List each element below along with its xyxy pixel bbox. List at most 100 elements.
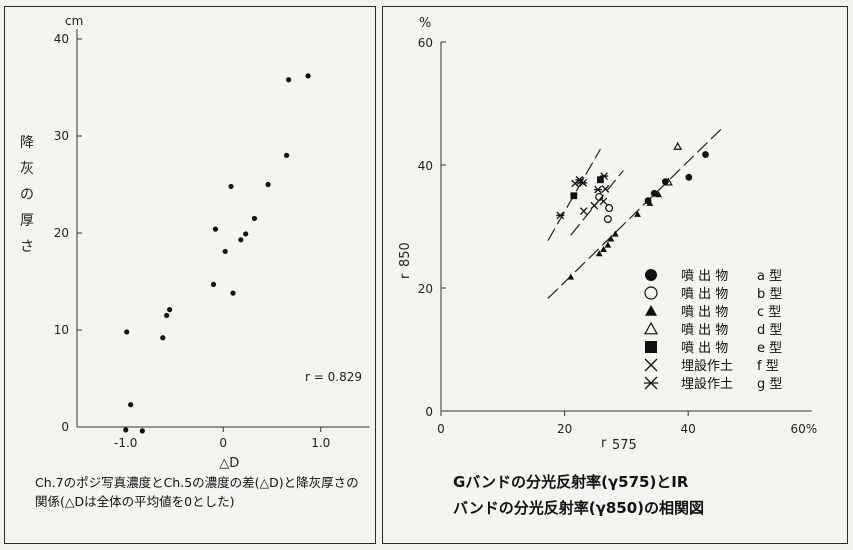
data-point <box>139 428 145 434</box>
y-unit-label: % <box>419 16 431 31</box>
legend-type: f 型 <box>757 359 779 374</box>
y-axis-label-char: 灰 <box>20 161 34 177</box>
legend-marker-filled-circle <box>645 269 657 281</box>
legend-label: 噴 出 物 <box>681 323 728 338</box>
correlation-annotation: r = 0.829 <box>305 370 362 384</box>
y-tick-label: 40 <box>54 32 69 46</box>
x-axis-label-sub: 575 <box>612 438 637 453</box>
y-axis-label-char: 厚 <box>20 213 34 229</box>
data-point-filled-triangle <box>600 245 607 252</box>
data-point-cross <box>599 197 608 206</box>
data-point-filled-triangle <box>634 210 641 217</box>
data-point-filled-square <box>597 176 604 184</box>
x-tick-label: 1.0 <box>311 436 330 450</box>
legend-type: e 型 <box>757 341 782 356</box>
data-point <box>284 152 290 158</box>
y-tick-label: 0 <box>61 420 69 434</box>
data-point-filled-triangle <box>655 191 662 198</box>
data-point-cross <box>590 201 599 210</box>
data-point-asterisk <box>593 185 603 194</box>
y-axis-label-sub: 850 <box>398 242 413 267</box>
data-point-asterisk <box>579 178 588 187</box>
legend-label: 噴 出 物 <box>681 269 728 284</box>
legend-marker-open-circle <box>644 286 658 300</box>
data-point-open-triangle <box>673 141 683 150</box>
right-caption-line1: Gバンドの分光反射率(γ575)とIR <box>453 473 689 491</box>
data-point-open-circle <box>595 192 604 201</box>
legend-marker-open-triangle <box>643 321 659 335</box>
trend-line <box>547 125 725 299</box>
left-chart-panel: 0 10 20 30 40 -1.0 0 1.0 cm △D 降灰の厚さ r = 0.829 Ch.7… <box>4 6 376 544</box>
data-point <box>124 329 130 335</box>
legend-marker-filled-triangle <box>645 305 657 316</box>
data-point <box>164 312 170 319</box>
data-point-asterisk <box>600 172 609 180</box>
data-point <box>128 402 134 408</box>
y-tick-label: 10 <box>54 323 69 337</box>
data-point-filled-triangle <box>646 199 654 206</box>
data-point <box>305 73 311 79</box>
data-point <box>222 248 228 255</box>
x-axis-label: r <box>601 436 607 451</box>
data-point-asterisk <box>556 211 565 220</box>
y-axis-label-char: 降 <box>20 135 34 151</box>
legend-type: c 型 <box>757 305 781 320</box>
data-point-filled-circle <box>650 189 658 197</box>
data-point-filled-circle <box>685 173 693 181</box>
data-point <box>285 77 292 83</box>
legend-type: a 型 <box>757 269 782 284</box>
data-point <box>210 281 217 288</box>
x-unit-label: 60% <box>790 422 817 436</box>
data-point <box>160 335 166 341</box>
data-point-open-circle <box>603 215 612 224</box>
x-tick-label: 0 <box>437 422 445 436</box>
y-axis-label: r <box>398 273 413 279</box>
x-tick-label: -1.0 <box>114 436 137 450</box>
legend-label: 噴 出 物 <box>681 305 728 320</box>
data-point-open-circle <box>605 204 614 213</box>
data-point <box>230 290 236 296</box>
data-point <box>243 231 249 237</box>
y-axis-label-char: さ <box>20 239 34 255</box>
x-axis-label: △D <box>219 456 239 471</box>
trend-line <box>547 148 601 241</box>
data-point-filled-circle <box>661 178 669 186</box>
legend-marker-filled-square <box>645 341 657 353</box>
legend-type: b 型 <box>757 287 782 302</box>
legend-label: 埋設作土 <box>681 358 733 374</box>
legend-marker-cross <box>644 358 658 372</box>
legend-label: 埋設作土 <box>681 376 733 392</box>
data-point-filled-triangle <box>611 230 619 237</box>
x-tick-label: 20 <box>557 422 572 436</box>
x-tick-label: 40 <box>681 422 696 436</box>
y-tick-label: 30 <box>54 129 69 143</box>
right-caption-line2: バンドの分光反射率(γ850)の相関図 <box>453 499 704 517</box>
data-point <box>228 183 234 190</box>
y-tick-label: 20 <box>54 226 69 240</box>
data-point-open-triangle <box>664 177 673 186</box>
y-tick-label: 20 <box>418 282 433 296</box>
x-tick-label: 0 <box>219 436 227 450</box>
legend-marker-asterisk <box>643 376 659 390</box>
y-axis-label-char: の <box>20 187 34 203</box>
data-point <box>265 181 271 188</box>
legend-label: 噴 出 物 <box>681 341 728 356</box>
data-point <box>123 427 129 433</box>
legend-type: g 型 <box>757 377 782 392</box>
data-point-filled-triangle <box>607 235 615 242</box>
data-point-filled-circle <box>702 151 709 158</box>
legend-label: 噴 出 物 <box>681 287 728 302</box>
data-point-cross <box>601 185 610 193</box>
data-point <box>238 237 244 243</box>
data-point-filled-triangle <box>567 273 575 280</box>
y-tick-label: 60 <box>418 36 433 50</box>
data-point-filled-square <box>570 192 578 200</box>
data-point <box>167 307 173 313</box>
data-point <box>212 226 219 232</box>
data-point <box>251 215 258 222</box>
legend-type: d 型 <box>757 323 782 338</box>
data-point-filled-triangle <box>604 241 612 248</box>
y-unit-label: cm <box>65 14 83 28</box>
